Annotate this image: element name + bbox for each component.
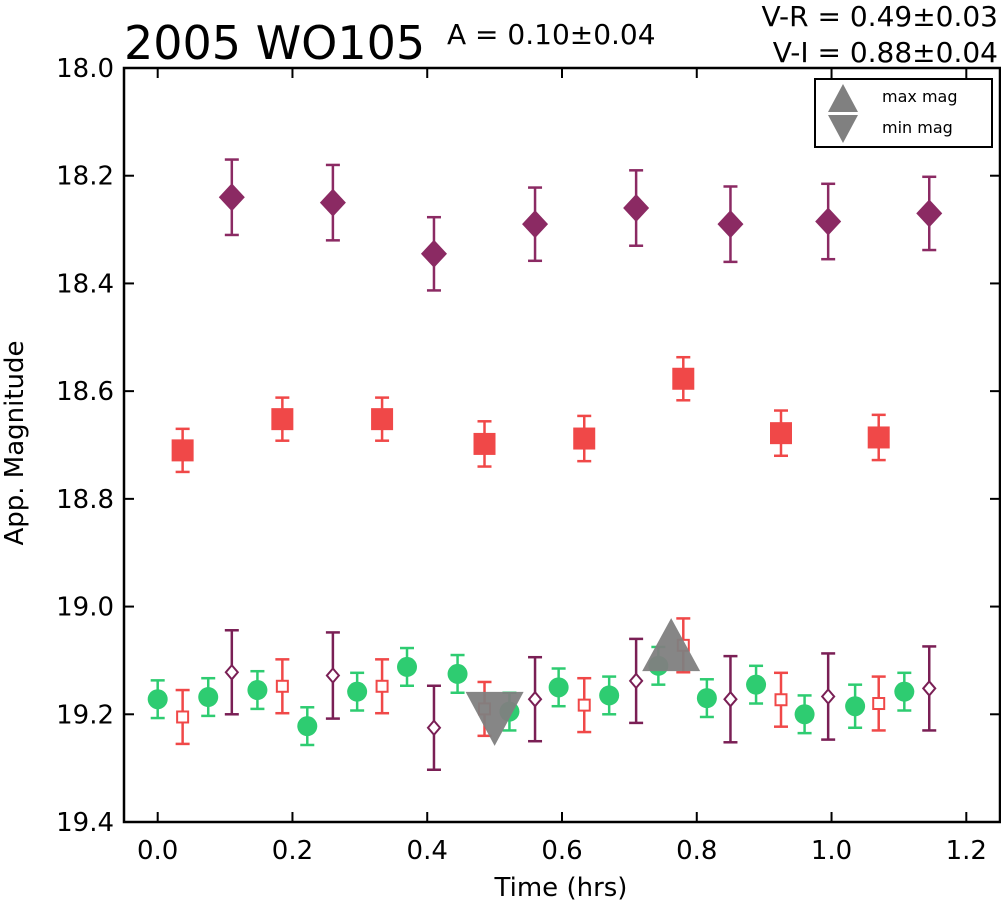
series3-point-1 bbox=[275, 679, 289, 693]
series0-point-5 bbox=[717, 210, 744, 239]
series0-point-6 bbox=[815, 207, 842, 236]
series4-point-4 bbox=[628, 672, 644, 690]
chart-title: 2005 WO105 bbox=[124, 16, 425, 70]
series2-point-14 bbox=[845, 696, 866, 717]
series4-point-7 bbox=[921, 679, 937, 697]
series3-point-6 bbox=[774, 693, 788, 707]
x-tick-label-1: 0.2 bbox=[272, 836, 313, 866]
extremum-marker-0 bbox=[465, 691, 524, 746]
series4-point-2 bbox=[426, 719, 442, 737]
series0-point-1 bbox=[319, 188, 346, 217]
series4-point-6 bbox=[820, 687, 836, 706]
series2-point-11 bbox=[696, 688, 717, 709]
legend-min-label: min mag bbox=[882, 118, 953, 137]
plot-area bbox=[147, 158, 943, 772]
series1-point-5 bbox=[672, 367, 695, 390]
amplitude-text: A = 0.10±0.04 bbox=[447, 18, 656, 51]
series2-point-1 bbox=[198, 687, 219, 708]
series1-point-0 bbox=[171, 439, 194, 462]
x-tick-label-0: 0.0 bbox=[137, 836, 178, 866]
legend-max-marker-icon bbox=[828, 84, 858, 112]
series1-point-4 bbox=[573, 427, 596, 450]
series0-point-7 bbox=[916, 199, 943, 228]
y-tick-label-4: 18.8 bbox=[56, 485, 114, 515]
extremum-marker-1 bbox=[642, 618, 701, 672]
x-tick-label-5: 1.0 bbox=[811, 836, 852, 866]
series2-point-8 bbox=[548, 677, 569, 698]
series3-point-7 bbox=[872, 697, 886, 711]
series2-point-5 bbox=[397, 656, 418, 677]
legend-max-label: max mag bbox=[882, 87, 958, 106]
x-tick-label-4: 0.8 bbox=[676, 836, 717, 866]
series4-point-3 bbox=[527, 690, 543, 708]
color-index-vi: V-I = 0.88±0.04 bbox=[773, 36, 998, 69]
series2-point-6 bbox=[447, 663, 468, 684]
series0-point-2 bbox=[420, 239, 447, 268]
y-tick-label-6: 19.2 bbox=[56, 700, 114, 730]
x-tick-label-3: 0.6 bbox=[541, 836, 582, 866]
legend: max mag min mag bbox=[814, 78, 993, 148]
series3-point-2 bbox=[375, 679, 389, 693]
x-tick-label-2: 0.4 bbox=[407, 836, 448, 866]
x-axis-label: Time (hrs) bbox=[494, 873, 628, 903]
series3-point-0 bbox=[176, 710, 190, 724]
y-tick-label-0: 18.0 bbox=[56, 54, 114, 84]
y-tick-label-2: 18.4 bbox=[56, 269, 114, 299]
series2-point-0 bbox=[147, 689, 168, 710]
y-tick-label-1: 18.2 bbox=[56, 162, 114, 192]
series2-point-13 bbox=[794, 704, 815, 725]
series3-point-4 bbox=[577, 698, 591, 712]
series4-point-0 bbox=[224, 663, 240, 681]
series1-point-2 bbox=[371, 408, 394, 431]
series0-point-0 bbox=[218, 183, 245, 212]
y-tick-label-5: 19.0 bbox=[56, 593, 114, 623]
series2-point-2 bbox=[247, 680, 268, 701]
series2-point-4 bbox=[347, 681, 368, 702]
series1-point-7 bbox=[867, 426, 890, 449]
series1-point-6 bbox=[770, 422, 792, 445]
series2-point-12 bbox=[746, 674, 767, 695]
legend-min-marker-icon bbox=[828, 115, 858, 143]
color-index-vr: V-R = 0.49±0.03 bbox=[762, 0, 998, 33]
axes: 0.0 0.2 0.4 0.6 0.8 1.0 1.2 18.0 18.2 18.4 18.6 18.… bbox=[56, 54, 1001, 866]
x-tick-label-6: 1.2 bbox=[946, 836, 987, 866]
y-tick-label-3: 18.6 bbox=[56, 377, 114, 407]
y-axis-label: App. Magnitude bbox=[0, 340, 30, 545]
series2-point-15 bbox=[894, 681, 915, 702]
series2-point-9 bbox=[599, 685, 620, 706]
series2-point-3 bbox=[297, 716, 318, 737]
series1-point-1 bbox=[271, 408, 294, 431]
y-tick-label-7: 19.4 bbox=[56, 808, 114, 838]
series4-point-5 bbox=[723, 690, 738, 708]
series0-point-4 bbox=[623, 194, 650, 223]
series1-point-3 bbox=[473, 432, 496, 455]
series4-point-1 bbox=[325, 666, 341, 685]
series0-point-3 bbox=[522, 210, 549, 239]
